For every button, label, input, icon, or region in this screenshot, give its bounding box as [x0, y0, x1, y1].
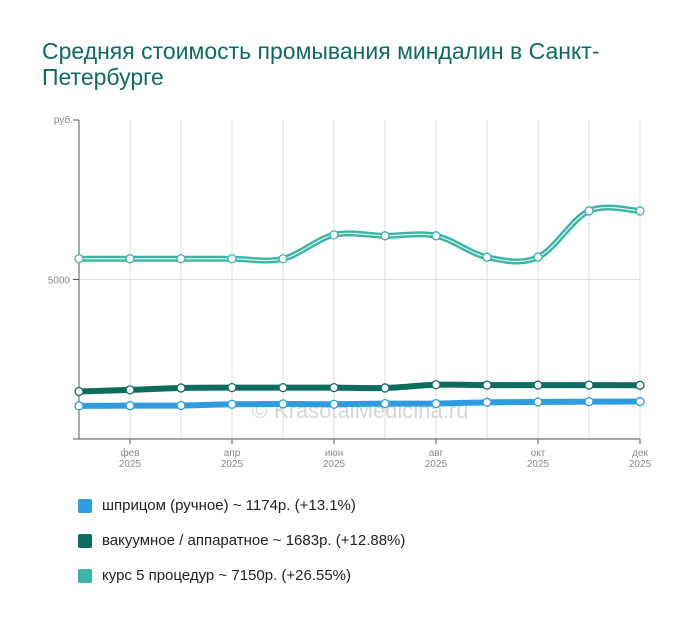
series-line-2 — [76, 381, 643, 395]
data-point — [74, 401, 84, 411]
data-point — [380, 383, 390, 393]
data-point — [482, 252, 492, 262]
data-point — [635, 396, 645, 407]
data-point — [278, 382, 288, 393]
data-point — [278, 399, 288, 409]
y-tick-label: 5000 — [48, 276, 71, 287]
data-point — [329, 382, 339, 393]
y-unit-label: руб. — [54, 114, 73, 126]
x-tick-label: авг — [429, 448, 444, 459]
data-point — [125, 254, 135, 264]
legend-label: вакуумное / аппаратное ~ 1683р. (+12.88%… — [102, 532, 406, 549]
chart-axes: руб.5000фев2025апр2025июн2025авг2025окт2… — [48, 114, 652, 470]
data-point — [431, 380, 441, 390]
data-point — [278, 254, 288, 264]
data-point — [482, 380, 492, 390]
data-point — [431, 231, 441, 241]
data-point — [74, 386, 84, 397]
x-tick-label: окт — [531, 448, 546, 459]
x-tick-label: 2025 — [425, 459, 448, 470]
chart-legend: шприцом (ручное) ~ 1174р. (+13.1%) вакуу… — [78, 488, 405, 593]
data-point — [176, 400, 186, 411]
legend-swatch — [78, 533, 92, 548]
x-tick-label: 2025 — [119, 459, 142, 470]
data-point — [584, 206, 594, 216]
legend-item-vacuum[interactable]: вакуумное / аппаратное ~ 1683р. (+12.88%… — [78, 523, 405, 558]
legend-item-syringe[interactable]: шприцом (ручное) ~ 1174р. (+13.1%) — [78, 488, 405, 523]
legend-label: курс 5 процедур ~ 7150р. (+26.55%) — [102, 567, 352, 584]
data-point — [635, 206, 645, 216]
data-point — [635, 380, 645, 390]
legend-label: шприцом (ручное) ~ 1174р. (+13.1%) — [102, 497, 356, 514]
data-point — [584, 397, 594, 407]
data-point — [176, 383, 186, 393]
data-point — [533, 252, 543, 262]
data-point — [329, 230, 339, 240]
series-line-1 — [76, 398, 643, 409]
data-point — [125, 401, 135, 411]
x-tick-label: 2025 — [323, 459, 346, 470]
legend-item-course[interactable]: курс 5 процедур ~ 7150р. (+26.55%) — [78, 558, 405, 593]
x-tick-label: июн — [325, 448, 344, 459]
x-tick-label: апр — [224, 448, 241, 459]
data-point — [125, 385, 135, 395]
chart-series — [76, 204, 643, 409]
series-line-3 — [76, 204, 643, 265]
data-point — [431, 398, 441, 409]
x-tick-label: 2025 — [221, 459, 244, 470]
data-point — [533, 397, 543, 407]
chart-points — [74, 206, 645, 411]
x-tick-label: 2025 — [527, 459, 550, 470]
chart-title: Средняя стоимость промывания миндалин в … — [42, 38, 600, 90]
data-point — [533, 380, 543, 390]
data-point — [329, 399, 339, 409]
x-tick-label: 2025 — [629, 459, 652, 470]
data-point — [227, 399, 237, 409]
legend-swatch — [78, 568, 92, 583]
x-tick-label: дек — [632, 448, 648, 459]
data-point — [380, 231, 390, 241]
x-tick-label: фев — [120, 447, 139, 459]
data-point — [176, 254, 186, 264]
data-point — [74, 254, 84, 264]
data-point — [227, 254, 237, 264]
data-point — [380, 398, 390, 409]
line-chart: руб.5000фев2025апр2025июн2025авг2025окт2… — [48, 114, 652, 470]
data-point — [227, 382, 237, 393]
legend-swatch — [78, 498, 92, 513]
data-point — [482, 397, 492, 407]
data-point — [584, 380, 594, 390]
